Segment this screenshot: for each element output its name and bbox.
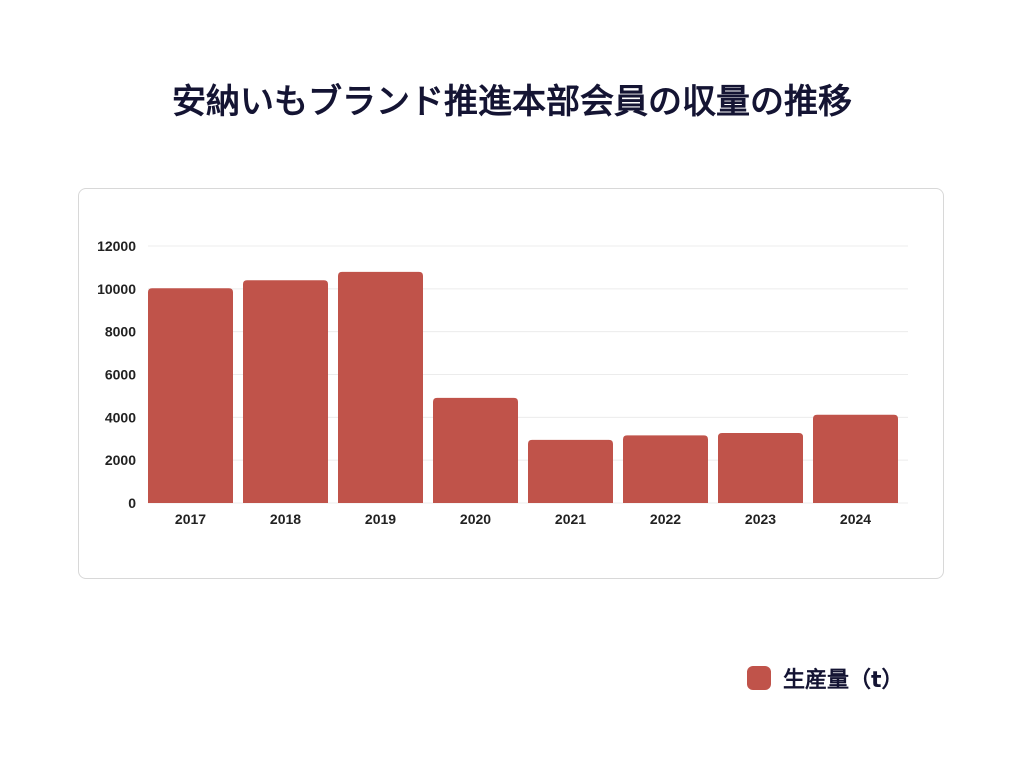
bar [528,439,613,503]
bar [813,414,898,503]
x-tick-label: 2019 [365,511,396,527]
x-tick-label: 2024 [840,511,871,527]
bar [243,280,328,503]
y-tick-label: 6000 [105,367,136,383]
x-tick-label: 2021 [555,511,586,527]
x-tick-label: 2018 [270,511,301,527]
legend-label: 生産量（t） [783,668,904,693]
x-tick-label: 2020 [460,511,491,527]
bar [148,288,233,503]
y-tick-label: 10000 [97,281,136,297]
bar [718,432,803,503]
x-tick-label: 2017 [175,511,206,527]
y-tick-label: 4000 [105,409,136,425]
legend: 生産量（t） [747,662,904,694]
bar [623,435,708,503]
y-tick-label: 0 [128,495,136,511]
y-tick-label: 8000 [105,324,136,340]
chart-card [78,188,944,579]
y-tick-label: 12000 [97,238,136,254]
y-tick-label: 2000 [105,452,136,468]
bar [433,397,518,503]
x-tick-label: 2023 [745,511,776,527]
legend-swatch [747,666,771,690]
chart-title: 安納いもブランド推進本部会員の収量の推移 [172,82,852,122]
bar [338,271,423,503]
x-tick-label: 2022 [650,511,681,527]
